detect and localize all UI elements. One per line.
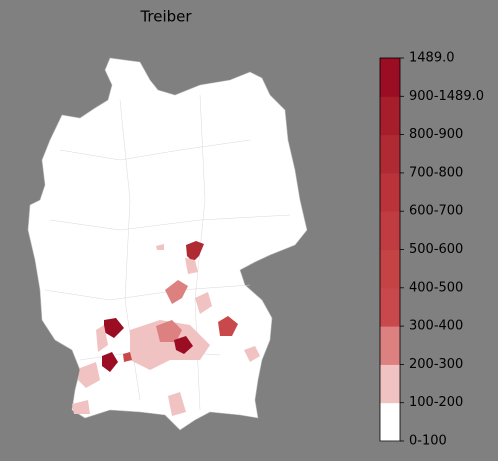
colorbar-segment xyxy=(380,58,400,97)
district xyxy=(195,292,212,314)
colorbar-tick-label: 700-800 xyxy=(409,165,463,180)
colorbar-tick-label: 900-1489.0 xyxy=(409,89,484,104)
colorbar-tick-label: 0-100 xyxy=(409,434,447,449)
district xyxy=(156,244,164,250)
colorbar-tick-label: 400-500 xyxy=(409,280,463,295)
district xyxy=(96,325,108,352)
colorbar-tick-label: 200-300 xyxy=(409,357,463,372)
district xyxy=(218,316,238,336)
colorbar-segment xyxy=(380,172,400,212)
district xyxy=(174,336,193,354)
highlighted-districts xyxy=(72,241,260,416)
district xyxy=(72,400,90,414)
district xyxy=(78,362,100,388)
colorbar-tick-label: 1489.0 xyxy=(409,51,455,66)
colorbar-tick-label: 800-900 xyxy=(409,127,463,142)
district xyxy=(185,258,198,274)
district xyxy=(104,318,124,338)
colorbar-segment xyxy=(380,287,400,327)
colorbar-segment xyxy=(380,134,400,174)
district xyxy=(130,320,210,370)
colorbar-segment xyxy=(380,249,400,289)
colorbar-tick-label: 600-700 xyxy=(409,204,463,219)
colorbar-tick-label: 100-200 xyxy=(409,395,463,410)
colorbar-tick-label: 300-400 xyxy=(409,319,463,334)
colorbar-segment xyxy=(380,326,400,365)
district xyxy=(186,241,204,262)
district xyxy=(168,392,186,416)
district xyxy=(102,352,118,372)
colorbar-tick-label: 500-600 xyxy=(409,242,463,257)
colorbar: 0-100 100-200 200-300 300-400 400-500 500-600… xyxy=(379,51,484,449)
colorbar-segment xyxy=(380,96,400,136)
colorbar-segment xyxy=(380,364,400,404)
district xyxy=(165,280,188,304)
colorbar-segment xyxy=(380,402,400,442)
germany-map xyxy=(27,57,308,431)
colorbar-segment xyxy=(380,211,400,250)
map-title: Treiber xyxy=(139,8,192,26)
district xyxy=(244,346,260,362)
district xyxy=(156,320,182,342)
district xyxy=(123,352,132,362)
